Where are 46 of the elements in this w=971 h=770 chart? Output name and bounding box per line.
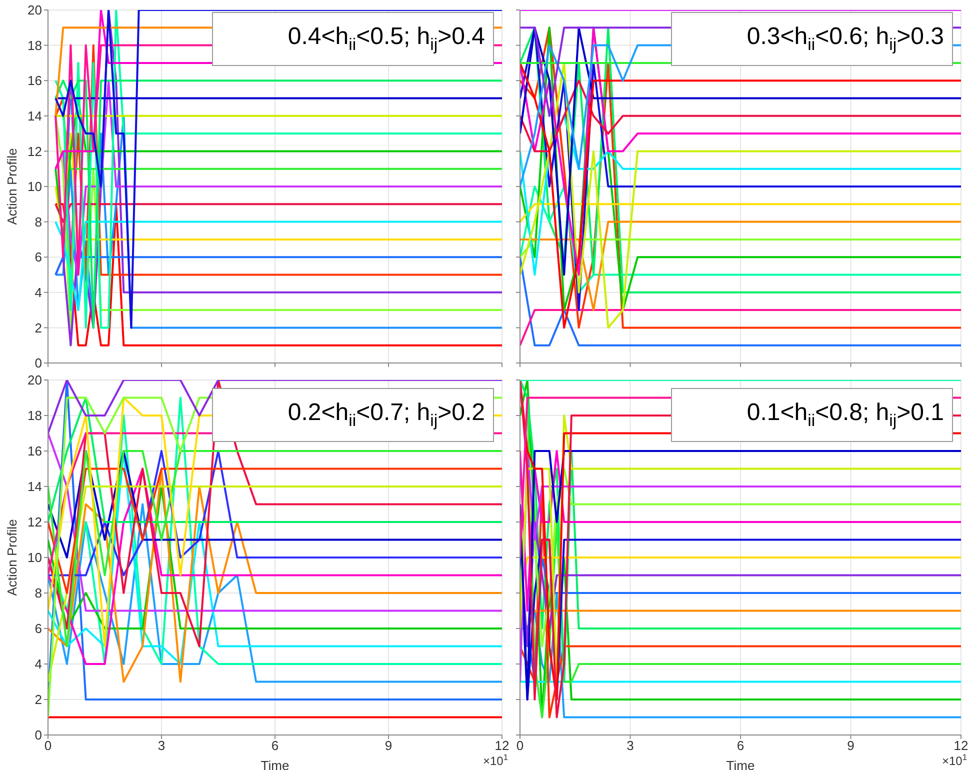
x-tick-label: 12 — [954, 738, 968, 754]
text-box: 0.3<h$_{ii}$<0.6; h$_{ij}$>0.3 — [671, 12, 953, 66]
annotation: 0.4<h$_{ii}$<0.5; h$_{ij}$>0.4 — [288, 23, 485, 55]
y-tick-label: 18 — [28, 408, 42, 424]
y-tick-label: 14 — [28, 108, 42, 124]
x-tick-label: 0 — [516, 738, 524, 754]
x-axis-title: Time — [260, 758, 290, 770]
text-box: 0.1<h$_{ii}$<0.8; h$_{ij}$>0.1 — [671, 388, 953, 442]
y-tick-label: 0 — [34, 356, 42, 371]
y-tick-label: 10 — [28, 550, 42, 566]
x-tick-label: 0 — [44, 738, 52, 754]
y-tick-label: 10 — [28, 179, 42, 194]
annotation: 0.3<h$_{ii}$<0.6; h$_{ij}$>0.3 — [746, 23, 944, 55]
x-tick-label: 6 — [271, 738, 279, 754]
y-tick-label: 0 — [34, 728, 42, 743]
y-axis-title: Action Profile — [4, 519, 20, 596]
y-tick-label: 20 — [28, 372, 42, 388]
x-tick-label: 6 — [736, 738, 744, 754]
y-tick-label: 2 — [34, 320, 42, 336]
x-tick-label: 12 — [494, 738, 510, 754]
x-tick-label: 3 — [158, 738, 166, 754]
y-tick-label: 18 — [28, 38, 42, 53]
y-tick-label: 8 — [34, 586, 42, 601]
text-box: 0.2<h$_{ii}$<0.7; h$_{ij}$>0.2 — [212, 388, 494, 442]
y-axis-title: Action Profile — [4, 148, 20, 225]
y-tick-label: 14 — [28, 479, 42, 494]
y-tick-label: 12 — [28, 514, 42, 530]
annotation: 0.1<h$_{ii}$<0.8; h$_{ij}$>0.1 — [746, 399, 944, 431]
y-tick-label: 6 — [34, 250, 42, 265]
y-tick-label: 16 — [28, 73, 42, 88]
y-tick-label: 12 — [28, 144, 42, 159]
text: ×10$^{1}$ — [942, 752, 967, 768]
y-tick-label: 4 — [34, 656, 42, 672]
x-tick-label: 3 — [626, 738, 634, 754]
x-tick-label: 9 — [847, 738, 854, 754]
y-tick-label: 4 — [34, 285, 42, 300]
y-tick-label: 2 — [34, 692, 42, 708]
y-tick-label: 8 — [34, 214, 42, 230]
y-tick-label: 6 — [34, 621, 42, 636]
annotation: 0.2<h$_{ii}$<0.7; h$_{ij}$>0.2 — [288, 399, 485, 431]
text-box: 0.4<h$_{ii}$<0.5; h$_{ij}$>0.4 — [212, 12, 494, 66]
text: ×10$^{1}$ — [482, 752, 508, 768]
y-tick-label: 20 — [28, 2, 42, 18]
y-tick-label: 16 — [28, 444, 42, 459]
x-axis-title: Time — [726, 758, 755, 770]
x-tick-label: 9 — [384, 738, 392, 754]
